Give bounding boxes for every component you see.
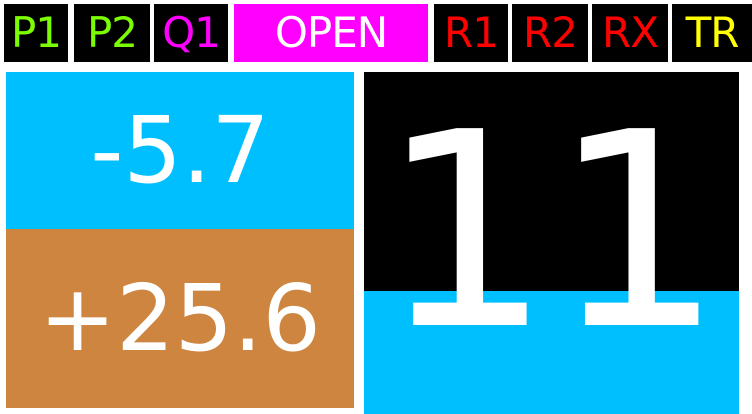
- status-tab-p1[interactable]: P1: [4, 4, 68, 62]
- status-tab-q1[interactable]: Q1: [154, 4, 228, 62]
- left-top-value: -5.7: [90, 96, 270, 204]
- status-tab-rx[interactable]: RX: [592, 4, 668, 62]
- status-tab-label: OPEN: [274, 8, 388, 57]
- status-tab-r1[interactable]: R1: [434, 4, 508, 62]
- status-tab-label: TR: [685, 8, 740, 57]
- status-tab-label: RX: [602, 8, 659, 57]
- status-tab-p2[interactable]: P2: [74, 4, 150, 62]
- status-tab-label: R2: [523, 8, 578, 57]
- left-top-value-panel: -5.7: [6, 72, 354, 229]
- right-level-fill: [364, 290, 739, 414]
- status-tab-label: Q1: [162, 8, 221, 57]
- status-tab-label: R1: [444, 8, 499, 57]
- right-value: 11: [379, 74, 724, 389]
- right-value-panel: 11: [364, 72, 739, 414]
- left-bottom-value-panel: +25.6: [6, 229, 354, 408]
- status-tab-tr[interactable]: TR: [672, 4, 752, 62]
- status-bar: P1 P2 Q1 OPEN R1 R2 RX TR: [0, 0, 752, 68]
- status-tab-label: P1: [10, 8, 62, 57]
- status-tab-r2[interactable]: R2: [512, 4, 588, 62]
- status-tab-open[interactable]: OPEN: [234, 4, 428, 62]
- status-tab-label: P2: [86, 8, 138, 57]
- left-bottom-value: +25.6: [39, 264, 321, 372]
